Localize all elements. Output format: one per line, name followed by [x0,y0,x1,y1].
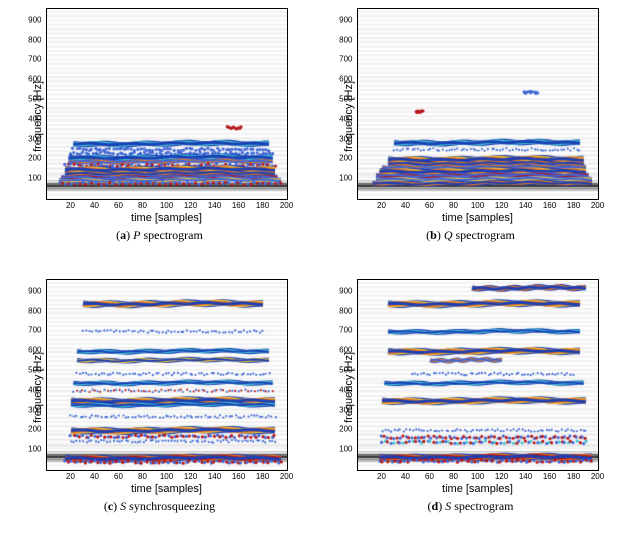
yticks-c: 100200300400500600700800900 [24,279,44,471]
yticks-b: 100200300400500600700800900 [335,8,355,200]
caption-d: (d) S spectrogram [428,499,514,514]
spectrogram-a [46,8,288,200]
xticks-d: 20406080100120140160180200 [358,471,598,483]
yticks-a: 100200300400500600700800900 [24,8,44,200]
panel-a: frequency [Hz] 1002003004005006007008009… [32,8,288,279]
panel-c: frequency [Hz] 1002003004005006007008009… [32,279,288,550]
panel-b: frequency [Hz] 1002003004005006007008009… [343,8,599,279]
row-1: frequency [Hz] 1002003004005006007008009… [4,8,626,279]
panel-d: frequency [Hz] 1002003004005006007008009… [343,279,599,550]
yticks-d: 100200300400500600700800900 [335,279,355,471]
spectrogram-b [357,8,599,200]
spectrogram-d [357,279,599,471]
xlabel-b: time [samples] [442,212,513,224]
xlabel-d: time [samples] [442,483,513,495]
spectrogram-c [46,279,288,471]
caption-b: (b) Q spectrogram [426,228,515,243]
caption-c: (c) S synchrosqueezing [104,499,215,514]
xlabel-c: time [samples] [131,483,202,495]
xticks-c: 20406080100120140160180200 [47,471,287,483]
xticks-a: 20406080100120140160180200 [47,200,287,212]
row-2: frequency [Hz] 1002003004005006007008009… [4,279,626,550]
xlabel-a: time [samples] [131,212,202,224]
xticks-b: 20406080100120140160180200 [358,200,598,212]
caption-a: (a) P spectrogram [116,228,203,243]
